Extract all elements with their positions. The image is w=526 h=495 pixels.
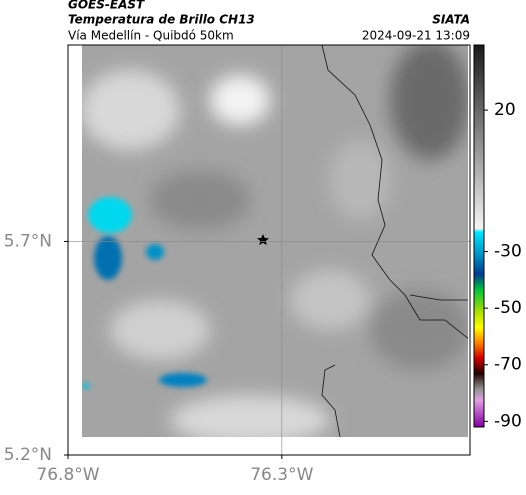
satellite-image xyxy=(82,45,468,437)
colorbar-tick-label: -70 xyxy=(494,355,522,375)
colorbar-tick-label: 20 xyxy=(494,100,516,120)
map-frame xyxy=(67,44,471,456)
x-tick-label: 76.8°W xyxy=(36,465,99,485)
x-tick-label: 76.3°W xyxy=(250,465,313,485)
y-tick-label: 5.2°N xyxy=(4,445,52,465)
source: SIATA xyxy=(432,13,470,27)
location-star xyxy=(257,234,269,246)
colorbar-tick-label: -50 xyxy=(494,298,522,318)
title: GOES-EAST xyxy=(68,0,145,12)
colorbar xyxy=(473,44,485,428)
timestamp: 2024-09-21 13:09 xyxy=(362,29,470,43)
subtitle: Temperatura de Brillo CH13 xyxy=(68,13,255,27)
y-tick-label: 5.7°N xyxy=(4,231,52,251)
colorbar-tick-label: -90 xyxy=(494,411,522,431)
location: Vía Medellín - Quibdó 50km xyxy=(68,29,234,43)
colorbar-tick-label: -30 xyxy=(494,242,522,262)
